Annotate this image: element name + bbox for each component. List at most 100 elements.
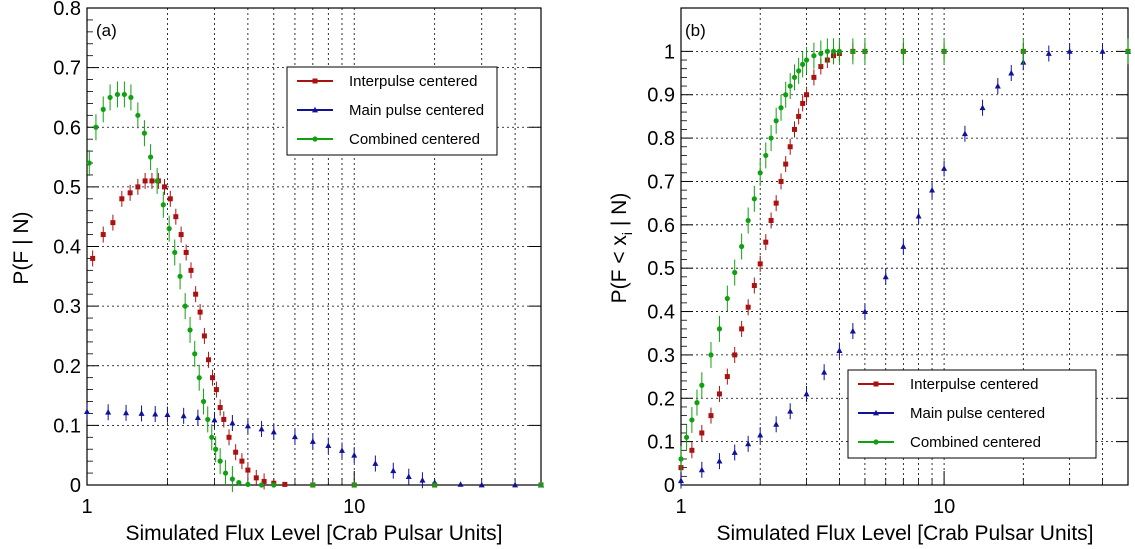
x-tick-label: 1 [81, 496, 92, 518]
legend-entry: Interpulse centered [910, 376, 1038, 393]
data-point [135, 184, 141, 190]
data-point [258, 482, 265, 488]
data-point [796, 113, 802, 119]
data-point [239, 458, 245, 464]
data-point [110, 220, 116, 226]
data-point [683, 434, 690, 440]
data-point [778, 178, 784, 184]
data-point [201, 333, 207, 339]
data-point [213, 387, 219, 393]
data-point [941, 165, 948, 171]
data-point [994, 82, 1001, 89]
data-point [405, 473, 412, 480]
panel-label: (a) [96, 21, 117, 40]
data-point [217, 458, 223, 464]
data-point [121, 91, 127, 98]
data-point [818, 50, 824, 57]
data-point [751, 196, 757, 202]
data-point [796, 68, 802, 74]
data-point [821, 369, 828, 375]
legend-entry: Interpulse centered [349, 73, 477, 90]
x-axis-title: Simulated Flux Level [Crab Pulsar Units] [126, 522, 503, 545]
panel-a: 0 0.1 0.2 0.3 0.4 0.5 0.6 0.7 0.8 1 10 (a) Interpuls… [10, 0, 544, 545]
data-point [763, 239, 769, 245]
data-point [803, 57, 810, 63]
legend-entry: Main pulse centered [910, 405, 1045, 422]
data-point [200, 398, 207, 405]
data-point [745, 304, 751, 310]
data-point [338, 447, 345, 453]
y-axis-title: P(F | N) [10, 211, 33, 284]
data-point [716, 326, 723, 332]
y-tick-label: 0.3 [647, 345, 675, 367]
y-tick-label: 0.2 [53, 356, 81, 378]
plot-frame [680, 7, 1129, 486]
data-point [93, 124, 99, 130]
y-tick-label: 0.5 [647, 258, 675, 280]
data-point [1020, 48, 1026, 54]
y-tick-label: 0.2 [647, 388, 675, 410]
data-point [732, 269, 738, 276]
data-point [193, 291, 199, 297]
data-point [803, 390, 810, 397]
y-tick-label: 0.9 [647, 85, 675, 107]
data-point [209, 434, 215, 440]
data-point [757, 431, 764, 438]
data-point [128, 94, 134, 101]
data-point [698, 466, 705, 473]
data-point [183, 249, 189, 255]
data-point [192, 351, 198, 357]
data-point [270, 428, 277, 435]
data-point [1066, 48, 1073, 54]
legend-swatch-marker [873, 409, 879, 416]
data-point [773, 421, 780, 427]
data-point [119, 196, 125, 202]
data-point [154, 178, 160, 184]
data-point [836, 347, 843, 353]
data-point [791, 126, 797, 132]
data-point [309, 438, 316, 444]
data-point [862, 48, 868, 54]
y-tick-label: 0.7 [53, 58, 81, 80]
data-point [114, 91, 121, 98]
x-axis-title: Simulated Flux Level [Crab Pulsar Units] [717, 522, 1094, 545]
data-point [372, 460, 379, 466]
data-point [882, 273, 889, 280]
data-point [210, 375, 216, 381]
data-point [678, 456, 684, 462]
y-tick-label: 0.6 [53, 117, 81, 139]
data-point [187, 327, 193, 333]
data-point [979, 104, 986, 111]
legend-swatch-marker [312, 106, 318, 113]
data-point [233, 449, 239, 455]
data-point [419, 477, 426, 483]
data-point [211, 416, 218, 423]
data-point [221, 416, 227, 422]
data-point [105, 409, 112, 415]
data-point [929, 186, 936, 193]
data-point [757, 261, 763, 267]
y-tick-label: 0.7 [647, 171, 675, 193]
data-point [135, 112, 141, 118]
series-1 [678, 43, 1131, 489]
data-point [773, 118, 779, 124]
data-point [351, 482, 357, 488]
data-point [245, 481, 251, 488]
data-point [830, 48, 837, 54]
data-point [836, 48, 843, 54]
data-point [205, 416, 211, 423]
data-point [141, 130, 148, 136]
data-point [291, 433, 298, 440]
data-point [689, 417, 695, 423]
legend: Interpulse centered Main pulse centered Co… [847, 369, 1097, 459]
data-point [783, 92, 789, 98]
legend-swatch-marker [873, 381, 879, 387]
panel-b: 0 0.1 0.2 0.3 0.4 0.5 0.6 0.7 0.8 0.9 1 1 10 (b) Inter… [608, 7, 1131, 545]
data-point [850, 48, 856, 54]
data-point [178, 232, 184, 238]
y-tick-label: 0 [664, 475, 675, 497]
data-point [261, 478, 267, 484]
data-point [732, 352, 738, 358]
series-2 [86, 81, 544, 493]
y-tick-label: 0.3 [53, 296, 81, 318]
